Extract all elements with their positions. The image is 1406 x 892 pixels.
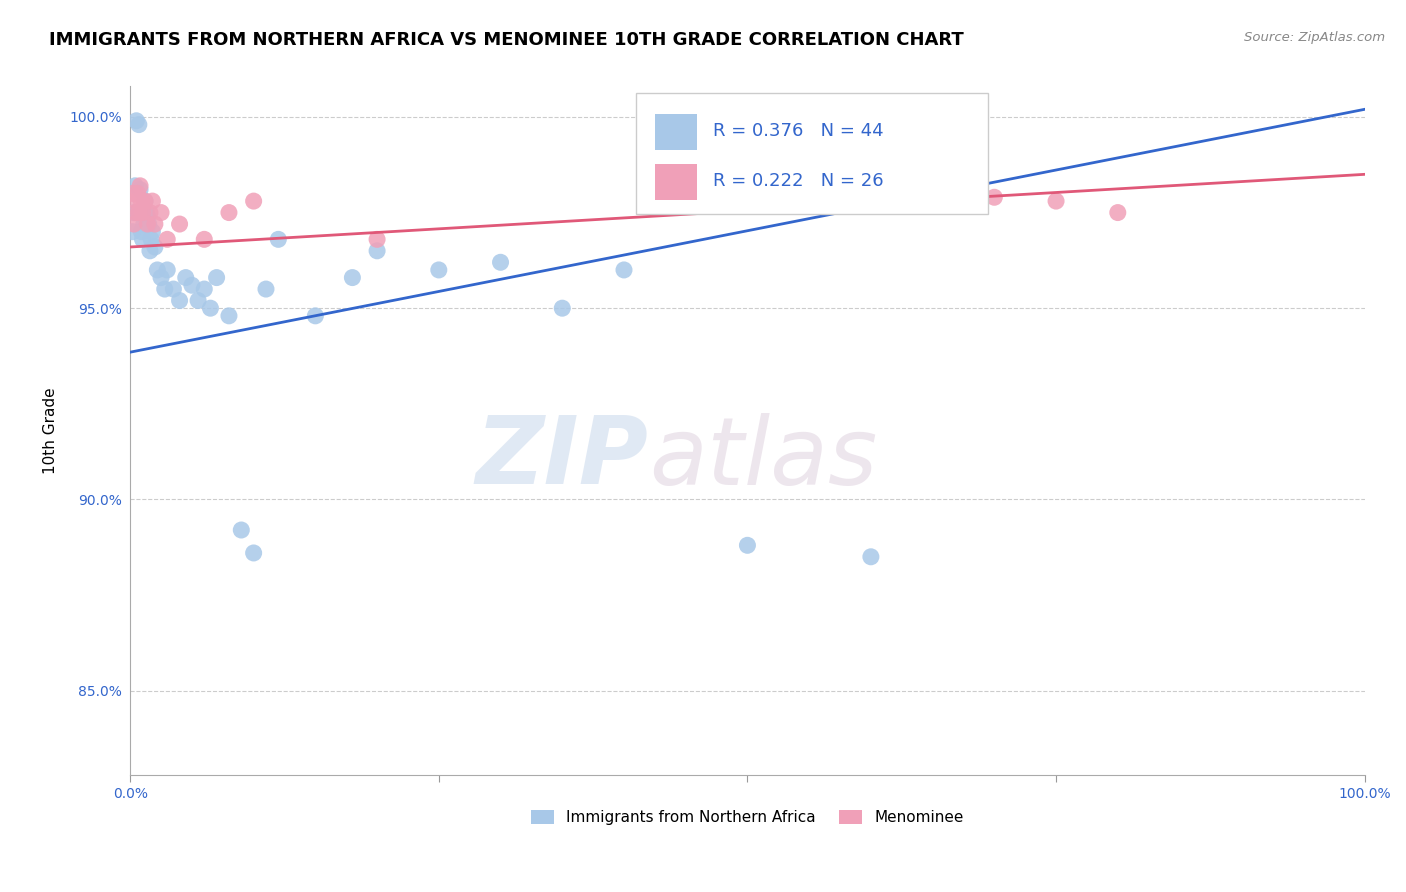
- FancyBboxPatch shape: [637, 94, 988, 214]
- Point: [200, 301, 222, 316]
- Point: [131, 232, 153, 246]
- Point: [983, 190, 1005, 204]
- Point: [134, 194, 156, 208]
- Point: [366, 244, 388, 258]
- Point: [169, 217, 191, 231]
- Point: [1107, 205, 1129, 219]
- Point: [132, 217, 155, 231]
- Text: atlas: atlas: [648, 413, 877, 504]
- Point: [121, 225, 143, 239]
- Point: [162, 282, 184, 296]
- Point: [122, 205, 145, 219]
- Point: [156, 232, 179, 246]
- Point: [141, 194, 163, 208]
- Point: [146, 263, 169, 277]
- Text: ZIP: ZIP: [475, 412, 648, 504]
- Point: [859, 549, 882, 564]
- Point: [125, 113, 148, 128]
- Point: [143, 240, 166, 254]
- Point: [138, 217, 160, 231]
- Point: [141, 225, 163, 239]
- Point: [136, 210, 159, 224]
- Point: [242, 194, 264, 208]
- Point: [150, 205, 173, 219]
- Point: [129, 194, 152, 208]
- Point: [150, 270, 173, 285]
- Point: [134, 194, 156, 208]
- Point: [124, 178, 146, 193]
- Point: [427, 263, 450, 277]
- FancyBboxPatch shape: [655, 114, 697, 150]
- Point: [737, 190, 759, 204]
- Point: [127, 186, 149, 201]
- Point: [218, 309, 240, 323]
- Point: [141, 232, 163, 246]
- Point: [139, 244, 162, 258]
- Point: [180, 278, 202, 293]
- Point: [304, 309, 326, 323]
- Point: [231, 523, 253, 537]
- Point: [193, 282, 215, 296]
- FancyBboxPatch shape: [655, 164, 697, 200]
- Point: [124, 205, 146, 219]
- Point: [139, 205, 162, 219]
- Text: R = 0.376   N = 44: R = 0.376 N = 44: [713, 122, 883, 140]
- Point: [205, 270, 228, 285]
- Point: [193, 232, 215, 246]
- Text: Source: ZipAtlas.com: Source: ZipAtlas.com: [1244, 31, 1385, 45]
- Point: [799, 194, 821, 208]
- Point: [129, 225, 152, 239]
- Point: [121, 186, 143, 201]
- Point: [169, 293, 191, 308]
- Point: [342, 270, 364, 285]
- Point: [613, 263, 636, 277]
- Point: [131, 205, 153, 219]
- Text: IMMIGRANTS FROM NORTHERN AFRICA VS MENOMINEE 10TH GRADE CORRELATION CHART: IMMIGRANTS FROM NORTHERN AFRICA VS MENOM…: [49, 31, 965, 49]
- Legend: Immigrants from Northern Africa, Menominee: Immigrants from Northern Africa, Menomin…: [523, 802, 972, 832]
- Point: [125, 194, 148, 208]
- Point: [122, 217, 145, 231]
- Point: [737, 538, 759, 552]
- Point: [254, 282, 277, 296]
- Point: [267, 232, 290, 246]
- Point: [127, 205, 149, 219]
- Point: [187, 293, 209, 308]
- Point: [218, 205, 240, 219]
- Point: [242, 546, 264, 560]
- Point: [551, 301, 574, 316]
- Point: [1045, 194, 1067, 208]
- Point: [156, 263, 179, 277]
- Point: [153, 282, 176, 296]
- Point: [489, 255, 512, 269]
- Point: [135, 205, 157, 219]
- Y-axis label: 10th Grade: 10th Grade: [44, 387, 58, 474]
- Point: [129, 183, 152, 197]
- Point: [136, 217, 159, 231]
- Point: [129, 178, 152, 193]
- Point: [143, 217, 166, 231]
- Text: R = 0.222   N = 26: R = 0.222 N = 26: [713, 171, 883, 190]
- Point: [366, 232, 388, 246]
- Point: [174, 270, 197, 285]
- Point: [128, 118, 150, 132]
- Point: [128, 205, 150, 219]
